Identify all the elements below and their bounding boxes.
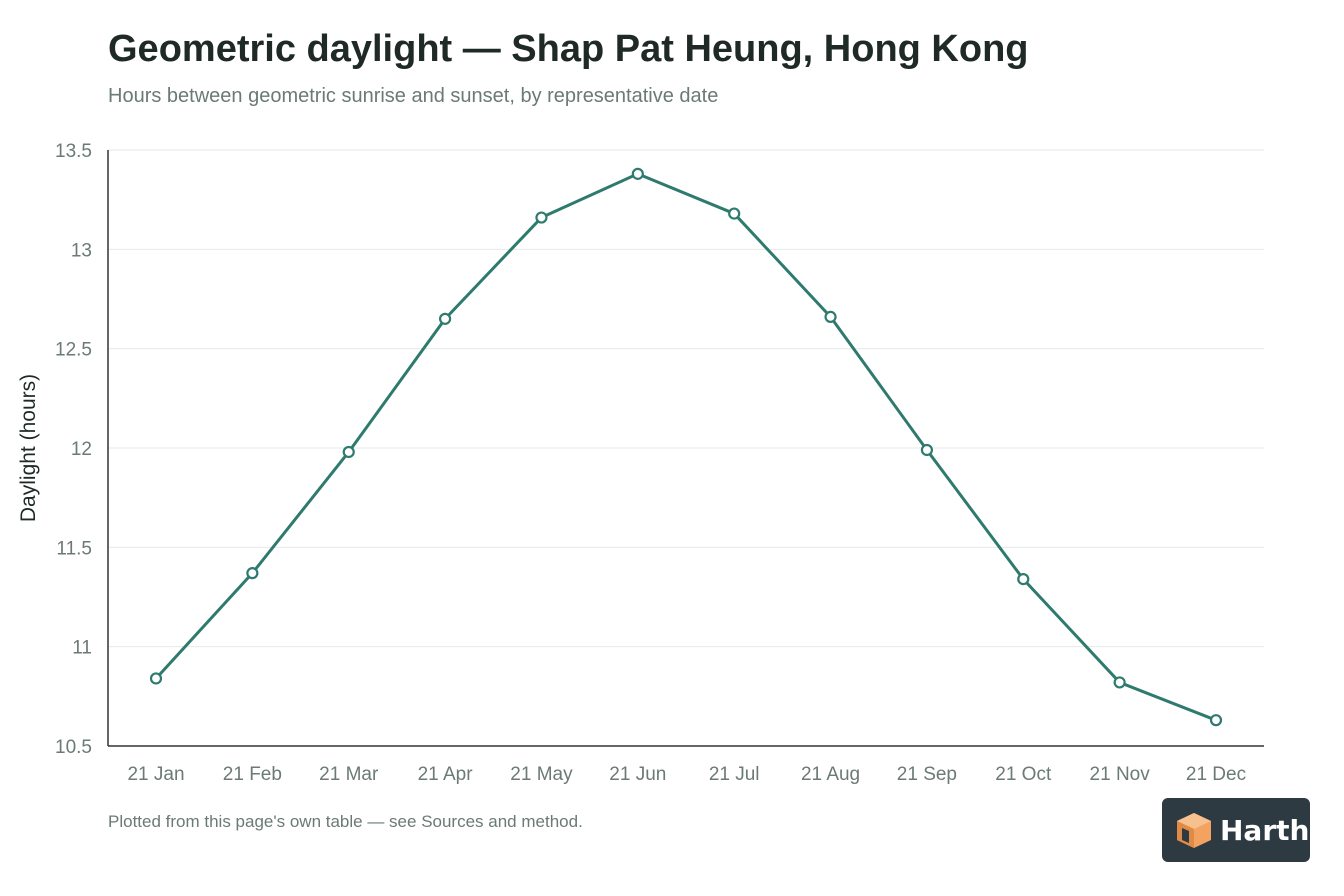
y-tick-label: 13 bbox=[71, 240, 92, 261]
y-tick-label: 12.5 bbox=[55, 340, 92, 361]
data-point-21-sep bbox=[920, 443, 934, 457]
data-point-21-jun bbox=[631, 167, 644, 180]
data-point-21-aug bbox=[824, 310, 837, 323]
harth-logo[interactable]: Harth bbox=[1162, 798, 1310, 862]
x-tick-label: 21 May bbox=[510, 764, 573, 785]
y-tick-label: 11.5 bbox=[56, 538, 92, 559]
chart-footnote: Plotted from this page's own table — see… bbox=[108, 812, 583, 831]
data-point-21-oct bbox=[1017, 573, 1030, 586]
data-point-21-nov bbox=[1113, 676, 1126, 689]
y-axis-label: Daylight (hours) bbox=[17, 374, 40, 522]
y-tick-label: 10.5 bbox=[55, 737, 92, 758]
x-tick-label: 21 Dec bbox=[1186, 764, 1246, 785]
x-tick-label: 21 Feb bbox=[223, 764, 282, 785]
data-point-21-may bbox=[535, 211, 548, 224]
data-point-21-mar bbox=[342, 445, 355, 459]
x-tick-label: 21 Nov bbox=[1090, 764, 1151, 785]
y-tick-label: 13.5 bbox=[55, 141, 92, 162]
chart-title: Geometric daylight — Shap Pat Heung, Hon… bbox=[108, 28, 1029, 70]
data-point-21-jan bbox=[149, 672, 163, 685]
data-point-21-feb bbox=[246, 567, 259, 580]
daylight-series-line bbox=[154, 172, 1218, 722]
data-point-21-apr bbox=[438, 312, 452, 325]
x-tick-label: 21 Mar bbox=[319, 764, 379, 785]
x-tick-label: 21 Sep bbox=[897, 764, 957, 785]
x-tick-label: 21 Jun bbox=[609, 764, 666, 785]
data-point-21-jul bbox=[728, 207, 741, 220]
x-tick-label: 21 Jul bbox=[709, 764, 760, 785]
x-tick-label: 21 Apr bbox=[418, 764, 474, 785]
chart-subtitle: Hours between geometric sunrise and suns… bbox=[108, 85, 719, 107]
x-tick-label: 21 Oct bbox=[995, 764, 1052, 785]
harth-cube-logo-icon bbox=[1177, 813, 1211, 848]
x-tick-label: 21 Aug bbox=[801, 764, 860, 785]
y-tick-label: 12 bbox=[71, 439, 92, 460]
x-tick-label: 21 Jan bbox=[127, 764, 184, 785]
harth-logo-text: Harth bbox=[1220, 813, 1310, 847]
y-tick-label: 11 bbox=[72, 638, 92, 659]
data-point-21-dec bbox=[1209, 714, 1223, 727]
